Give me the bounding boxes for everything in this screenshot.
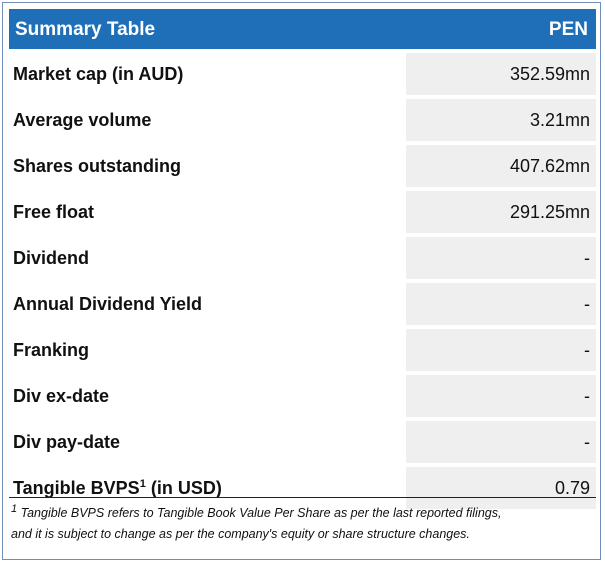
footnote-marker: 1 [11, 503, 18, 515]
value-cell: 352.59mn [406, 53, 596, 95]
value-cell: - [406, 283, 596, 325]
table-row: Div pay-date - [9, 421, 596, 463]
row-label: Free float [13, 202, 94, 223]
label-text: Div ex-date [13, 386, 110, 406]
table-row: Average volume 3.21mn [9, 99, 596, 141]
label-text: Dividend [13, 248, 90, 268]
row-label: Dividend [13, 248, 89, 269]
label-text: Average volume [13, 110, 152, 130]
value-cell: 3.21mn [406, 99, 596, 141]
table-row: Annual Dividend Yield - [9, 283, 596, 325]
table-row: Market cap (in AUD) 352.59mn [9, 53, 596, 95]
footnote-text: and it is subject to change as per the c… [11, 527, 470, 541]
table-row: Dividend - [9, 237, 596, 279]
row-label: Shares outstanding [13, 156, 181, 177]
label-text: Div pay-date [13, 432, 121, 452]
summary-table: Summary Table PEN Market cap (in AUD) 352… [2, 2, 601, 560]
table-row: Franking - [9, 329, 596, 371]
row-value: - [584, 248, 590, 268]
table-row: Tangible BVPS1 (in USD) 0.79 [9, 467, 596, 509]
value-cell: 0.79 [406, 467, 596, 509]
row-label: Div ex-date [13, 386, 109, 407]
row-label: Annual Dividend Yield [13, 294, 202, 315]
label-text: Shares outstanding [13, 156, 182, 176]
value-cell: - [406, 237, 596, 279]
footnote-line: and it is subject to change as per the c… [11, 527, 470, 541]
ticker: PEN [548, 19, 588, 40]
row-value: - [584, 340, 590, 360]
row-label: Average volume [13, 110, 151, 131]
row-value: 352.59mn [509, 64, 590, 84]
row-label: Div pay-date [13, 432, 120, 453]
label-suffix: (in USD) [150, 478, 222, 498]
footnote-rule [9, 497, 596, 498]
row-value: 3.21mn [529, 110, 590, 130]
value-cell: - [406, 421, 596, 463]
row-value: - [584, 294, 590, 314]
footnote-text: Tangible BVPS refers to Tangible Book Va… [20, 506, 502, 521]
row-value: 0.79 [554, 478, 590, 498]
table-title: Summary Table [15, 19, 156, 40]
value-cell: 291.25mn [406, 191, 596, 233]
table-row: Free float 291.25mn [9, 191, 596, 233]
label-text: Tangible BVPS [13, 478, 140, 498]
row-label: Tangible BVPS1 (in USD) [13, 478, 222, 499]
label-text: Market cap (in AUD) [13, 64, 184, 84]
label-text: Free float [13, 202, 95, 222]
footnote-marker: 1 [139, 478, 146, 490]
label-text: Franking [13, 340, 90, 360]
table-row: Div ex-date - [9, 375, 596, 417]
table-header: Summary Table PEN [9, 9, 596, 49]
value-cell: - [406, 329, 596, 371]
row-value: - [584, 386, 590, 406]
row-value: 407.62mn [509, 156, 590, 176]
row-value: - [584, 432, 590, 452]
footnote-line: 1 Tangible BVPS refers to Tangible Book … [11, 503, 501, 520]
table-row: Shares outstanding 407.62mn [9, 145, 596, 187]
label-text: Annual Dividend Yield [13, 294, 203, 314]
row-label: Market cap (in AUD) [13, 64, 183, 85]
value-cell: - [406, 375, 596, 417]
row-value: 291.25mn [509, 202, 590, 222]
value-cell: 407.62mn [406, 145, 596, 187]
row-label: Franking [13, 340, 89, 361]
